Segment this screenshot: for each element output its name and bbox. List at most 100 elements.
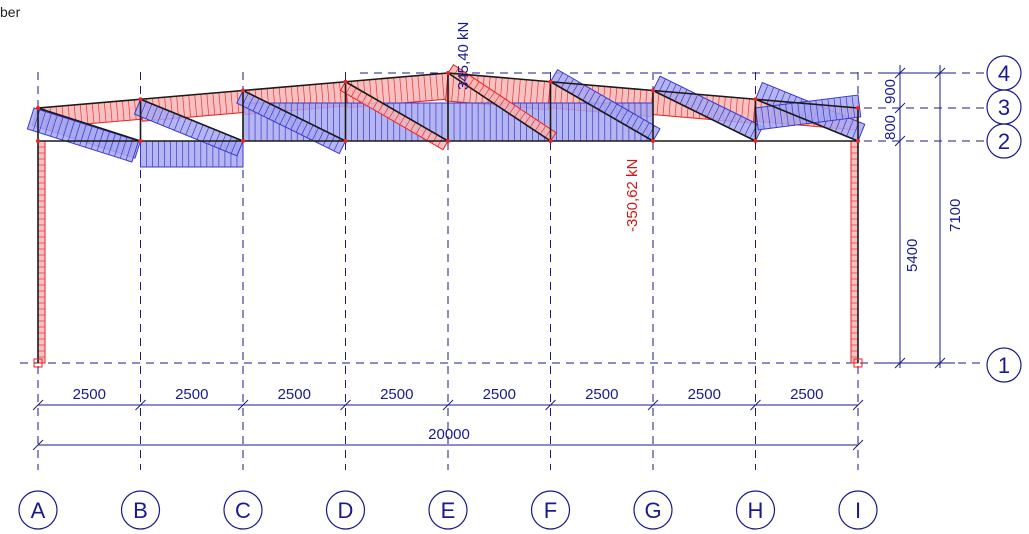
diagonal-force-hatch <box>468 78 475 87</box>
diagonal-force-hatch <box>295 119 303 133</box>
diagonal-force-hatch <box>493 95 500 104</box>
vdim-tick <box>894 102 906 114</box>
top-chord-force-hatch <box>200 94 204 117</box>
node <box>856 106 860 110</box>
diagonal-force-hatch <box>372 100 379 110</box>
diagonal-force-hatch <box>437 137 443 147</box>
node <box>138 139 143 143</box>
diagonal-force-hatch <box>679 89 688 104</box>
structure-members <box>33 71 863 368</box>
top-chord <box>140 89 244 101</box>
node <box>753 97 758 102</box>
top-chord-force-hatch <box>435 73 439 100</box>
span-dim-tick <box>32 439 44 451</box>
node <box>241 139 245 143</box>
top-chord-force-hatch <box>381 78 385 105</box>
diagonal-force-hatch <box>306 124 314 138</box>
diagonal-force-hatch <box>388 109 395 119</box>
node <box>651 88 655 93</box>
end-diagonal-force-hatch <box>102 131 110 153</box>
diagonal-force-hatch <box>162 110 170 126</box>
top-chord-force-hatch <box>103 102 107 123</box>
top-chord-force-hatch <box>116 101 119 122</box>
top-chord-force-hatch <box>224 92 228 114</box>
dim-truss-depth: 800 <box>882 115 899 140</box>
end-diagonal-force-hatch <box>38 111 46 133</box>
diagonal-force-hatch <box>674 86 682 102</box>
diagonal-force-hatch <box>722 110 731 126</box>
diagonal-force-hatch <box>760 84 769 102</box>
top-chord-force-hatch <box>441 73 445 100</box>
diagonal-force-hatch <box>415 125 422 135</box>
diagonal-member <box>550 81 654 142</box>
level-label-4: 4 <box>998 61 1010 86</box>
diagonal-force-hatch <box>840 117 849 135</box>
diagonal-force-hatch <box>463 74 470 84</box>
axis-bubble-E <box>428 490 468 530</box>
max-tension-label: 345,40 kN <box>455 22 472 90</box>
diagonal-force-hatch <box>457 71 465 80</box>
top-chord-force-hatch <box>182 95 185 118</box>
axis-label-D: D <box>338 498 354 523</box>
axis-bubble-I <box>838 490 878 530</box>
axis-label-I: I <box>855 498 861 523</box>
axis-bubble-D <box>325 490 366 530</box>
diagonal-force-hatch <box>404 118 411 129</box>
top-chord-force-hatch <box>399 77 403 104</box>
diagonal-force-hatch <box>145 103 153 119</box>
diagonal-force-hatch <box>519 112 526 121</box>
dim-column-height: 5400 <box>904 239 921 272</box>
end-diagonal-force-hatch <box>839 97 844 120</box>
diagonal-force-hatch <box>483 88 490 97</box>
end-diagonal-force-hatch <box>125 139 134 161</box>
diagonal-force-hatch <box>728 113 736 128</box>
diagonal-force-hatch <box>846 119 854 137</box>
node <box>548 79 553 84</box>
diagonal-force-hatch <box>473 81 480 91</box>
top-chord-force-hatch <box>747 98 750 123</box>
diagonal-force-hatch <box>312 127 319 141</box>
diagonal-force-hatch <box>377 103 384 113</box>
bay-dimension-label: 2500 <box>688 386 721 403</box>
top-chord-force-hatch <box>393 77 397 104</box>
axis-label-C: C <box>235 498 251 523</box>
diagonal-force-hatch <box>529 118 536 128</box>
top-chord-force-hatch <box>218 92 222 115</box>
top-chord-force-hatch <box>429 74 433 101</box>
axis-bubble-C <box>223 490 263 530</box>
dim-total-span: 20000 <box>428 426 470 443</box>
diagonal-force-hatch <box>488 91 495 101</box>
diagonal-force-hatch <box>739 118 747 134</box>
diagonal-force-hatch <box>191 122 198 138</box>
bay-dimension-label: 2500 <box>278 386 311 403</box>
diagonal-force-hatch <box>274 108 282 122</box>
end-diagonal-force-hatch <box>767 106 771 129</box>
bay-dimension-label: 2500 <box>175 386 208 403</box>
diagonal-force-hatch <box>514 108 521 118</box>
end-diagonal-force-hatch <box>44 113 52 135</box>
bay-dim-tick <box>442 399 454 411</box>
dimension-lines: 2500 2500 2500 2500 2500 2500 2500 2500 <box>32 65 955 451</box>
node <box>446 139 450 143</box>
corner-label: ber <box>0 4 21 20</box>
axis-label-B: B <box>133 498 148 523</box>
end-diagonal-force-hatch <box>821 99 825 122</box>
diagonal-force-hatch <box>539 125 547 135</box>
diagonal-force-hatch <box>452 67 459 77</box>
axis-bubble-F <box>530 490 571 530</box>
dim-roof-rise: 900 <box>882 79 899 104</box>
diagonal-force-hatch <box>744 121 753 136</box>
diagonal-force-hatch <box>285 114 292 128</box>
level-bubble-4 <box>986 55 1022 91</box>
diagonal-force-hatch <box>695 97 704 112</box>
node <box>548 139 553 143</box>
end-diagonal-force-hatch <box>827 98 831 121</box>
diagonal-force-hatch <box>631 116 639 129</box>
bay-dim-tick <box>750 399 761 411</box>
dim-overall-height: 7100 <box>947 199 964 232</box>
bay-dim-tick <box>32 399 44 411</box>
axis-bubble-G <box>633 490 673 530</box>
level-label-1: 1 <box>998 353 1010 378</box>
top-chord-force-hatch <box>128 100 131 121</box>
